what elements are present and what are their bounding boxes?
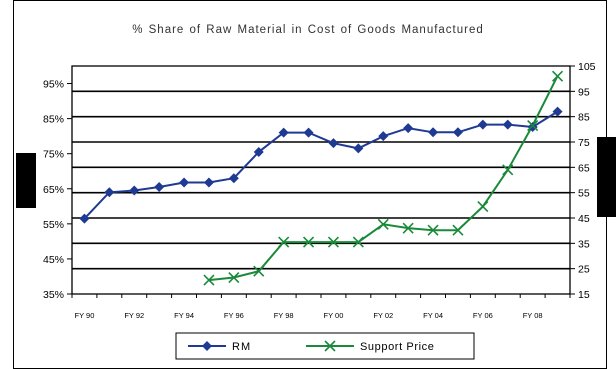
right-tick-label: 55 — [578, 188, 590, 200]
support-price-data-point — [352, 236, 364, 248]
support-price-data-point — [253, 265, 265, 277]
rm-data-point — [353, 143, 364, 154]
x-tick-label: FY 92 — [124, 311, 144, 320]
rm-data-point — [552, 106, 563, 117]
rm-data-point — [228, 173, 239, 184]
support-price-data-point — [377, 218, 389, 230]
left-tick-label: 45% — [43, 254, 64, 266]
rm-data-point — [452, 127, 463, 138]
rm-data-point — [303, 127, 314, 138]
right-tick-label: 85 — [578, 112, 590, 124]
x-tick-label: FY 04 — [423, 311, 443, 320]
legend-support-label: Support Price — [360, 341, 434, 353]
support-price-data-point — [452, 224, 464, 236]
right-tick-label: 95 — [578, 86, 590, 98]
legend-support-marker — [324, 340, 336, 352]
legend: RM Support Price — [175, 332, 475, 360]
left-tick-label: 35% — [43, 289, 64, 301]
legend-rm-marker — [202, 341, 212, 351]
rm-data-point — [403, 123, 414, 134]
right-tick-label: 45 — [578, 213, 590, 225]
right-axis: 15 25 35 45 55 65 75 85 95 105 — [570, 61, 596, 301]
right-tick-label: 35 — [578, 238, 590, 250]
support-price-data-point — [278, 236, 290, 248]
rm-data-point — [104, 187, 115, 198]
support-price-data-point — [502, 164, 514, 176]
right-tick-label: 25 — [578, 264, 590, 276]
rm-data-point — [278, 127, 289, 138]
left-tick-label: 95% — [43, 79, 64, 91]
left-axis: 35% 45% 55% 65% 75% 85% 95% — [43, 79, 72, 301]
left-tick-label: 75% — [43, 149, 64, 161]
rm-data-point — [378, 131, 389, 142]
left-tick-label: 65% — [43, 184, 64, 196]
x-tick-label: FY 02 — [373, 311, 393, 320]
rm-data-point — [154, 182, 165, 193]
support-price-data-point — [302, 236, 315, 248]
support-price-data-point — [427, 224, 439, 236]
rm-data-point — [527, 122, 538, 133]
right-tick-label: 75 — [578, 137, 590, 149]
support-price-data-point — [228, 271, 240, 284]
rm-data-point — [203, 177, 214, 188]
rm-data-point — [477, 119, 488, 130]
right-tick-label: 15 — [578, 289, 590, 301]
left-tick-label: 85% — [43, 114, 64, 126]
x-tick-label: FY 96 — [224, 311, 244, 320]
rm-data-point — [79, 213, 90, 224]
legend-rm-label: RM — [232, 341, 251, 353]
series-points — [79, 70, 564, 286]
x-tick-label: FY 94 — [174, 311, 194, 320]
right-side-bar — [597, 137, 616, 217]
support-price-data-point — [402, 222, 414, 234]
rm-data-point — [179, 177, 190, 188]
left-tick-label: 55% — [43, 219, 64, 231]
left-side-bar — [16, 153, 36, 208]
right-tick-label: 65 — [578, 162, 590, 174]
x-tick-label: FY 90 — [75, 311, 95, 320]
rm-data-point — [129, 185, 140, 196]
chart-title: % Share of Raw Material in Cost of Goods… — [132, 24, 484, 36]
support-price-data-point — [477, 201, 489, 213]
right-tick-label: 105 — [578, 61, 596, 73]
gridlines — [72, 90, 570, 270]
support-price-data-point — [203, 274, 215, 286]
plot-area — [71, 65, 571, 295]
rm-data-point — [428, 127, 439, 138]
rm-data-point — [502, 119, 513, 130]
x-tick-label: FY 98 — [274, 311, 294, 320]
x-tick-label: FY 00 — [324, 311, 344, 320]
x-axis: FY 90 FY 92 FY 94 FY 96 FY 98 FY 00 FY 02 FY 04… — [71, 294, 571, 320]
support-price-data-point — [551, 70, 564, 82]
x-tick-label: FY 06 — [473, 311, 493, 320]
x-tick-label: FY 08 — [523, 311, 543, 320]
rm-data-point — [328, 138, 339, 149]
support-price-data-point — [527, 119, 539, 132]
rm-data-point — [253, 146, 264, 157]
support-price-data-point — [327, 236, 340, 248]
